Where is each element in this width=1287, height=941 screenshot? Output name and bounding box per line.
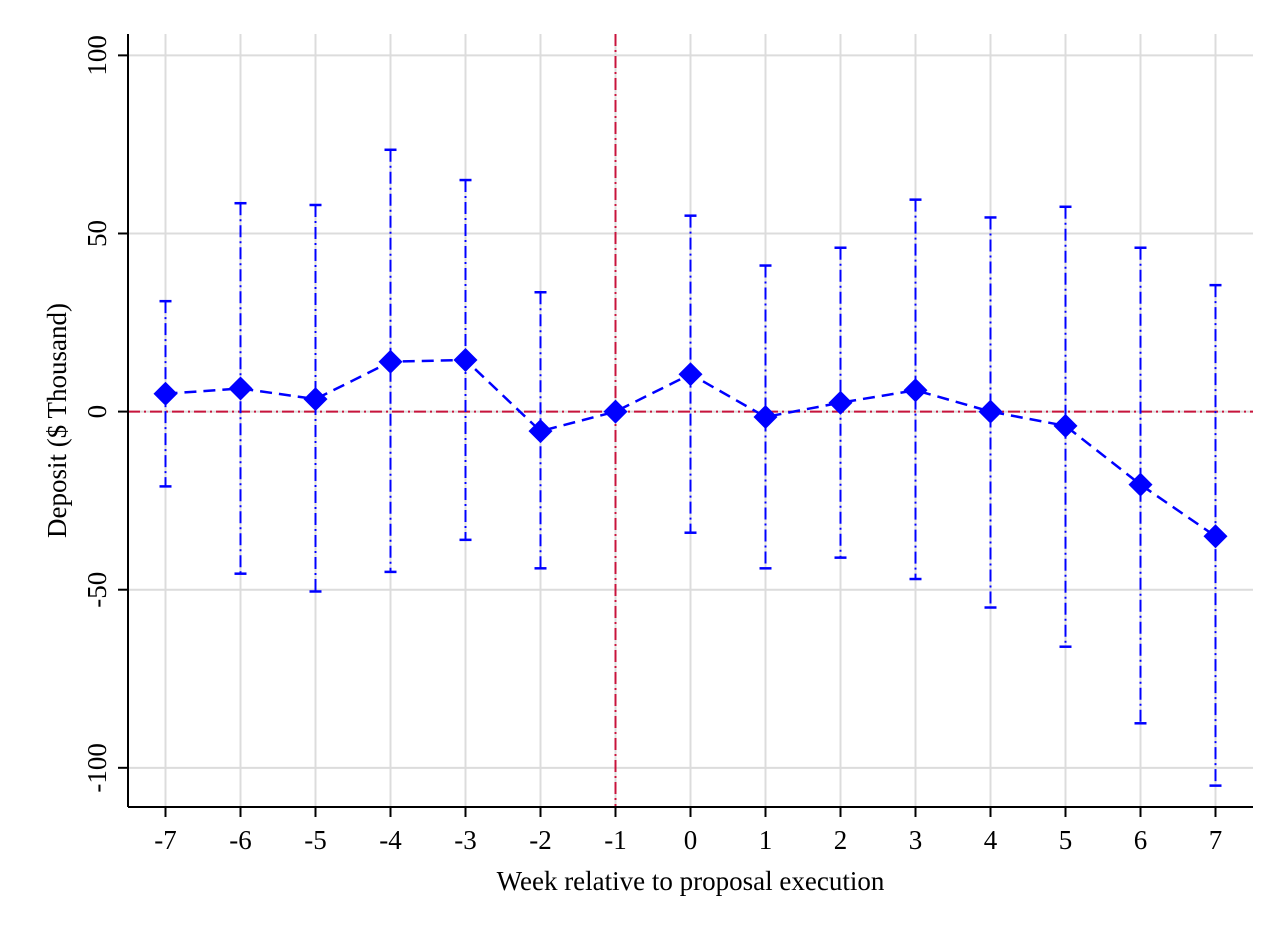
x-axis-title: Week relative to proposal execution <box>497 866 885 896</box>
estimate-marker <box>228 376 253 401</box>
x-tick-label: -1 <box>604 825 627 855</box>
y-tick-label: -100 <box>82 743 112 793</box>
estimate-marker <box>828 390 853 415</box>
estimate-marker <box>453 347 478 372</box>
x-tick-label: 2 <box>834 825 848 855</box>
estimate-marker <box>1203 524 1228 549</box>
estimate-marker <box>153 381 178 406</box>
x-tick-label: -5 <box>304 825 327 855</box>
x-tick-label: 6 <box>1134 825 1148 855</box>
x-tick-label: 0 <box>684 825 698 855</box>
x-tick-label: -7 <box>154 825 177 855</box>
y-tick-label: 0 <box>82 405 112 419</box>
x-tick-label: 5 <box>1059 825 1073 855</box>
x-tick-label: 4 <box>984 825 998 855</box>
x-tick-label: -3 <box>454 825 477 855</box>
x-tick-label: 7 <box>1209 825 1223 855</box>
estimate-marker <box>1128 472 1153 497</box>
estimate-marker <box>528 419 553 444</box>
estimate-marker <box>1053 413 1078 438</box>
y-axis-title: Deposit ($ Thousand) <box>42 303 72 538</box>
y-tick-label: -50 <box>82 572 112 608</box>
x-tick-label: -6 <box>229 825 252 855</box>
x-tick-label: -4 <box>379 825 402 855</box>
estimate-marker <box>978 399 1003 424</box>
y-tick-label: 100 <box>82 35 112 76</box>
x-tick-label: -2 <box>529 825 552 855</box>
x-tick-label: 1 <box>759 825 773 855</box>
estimate-marker <box>303 387 328 412</box>
x-tick-label: 3 <box>909 825 923 855</box>
estimate-marker <box>378 349 403 374</box>
estimate-marker <box>753 404 778 429</box>
y-tick-label: 50 <box>82 220 112 247</box>
estimate-marker <box>603 399 628 424</box>
estimate-marker <box>678 362 703 387</box>
axes: -7 -6 -5 -4 -3 -2 -1 0 1 2 3 4 5 6 7 100 50 0 -50 -100 <box>82 34 1253 855</box>
series-layer <box>153 148 1228 787</box>
estimate-marker <box>903 378 928 403</box>
